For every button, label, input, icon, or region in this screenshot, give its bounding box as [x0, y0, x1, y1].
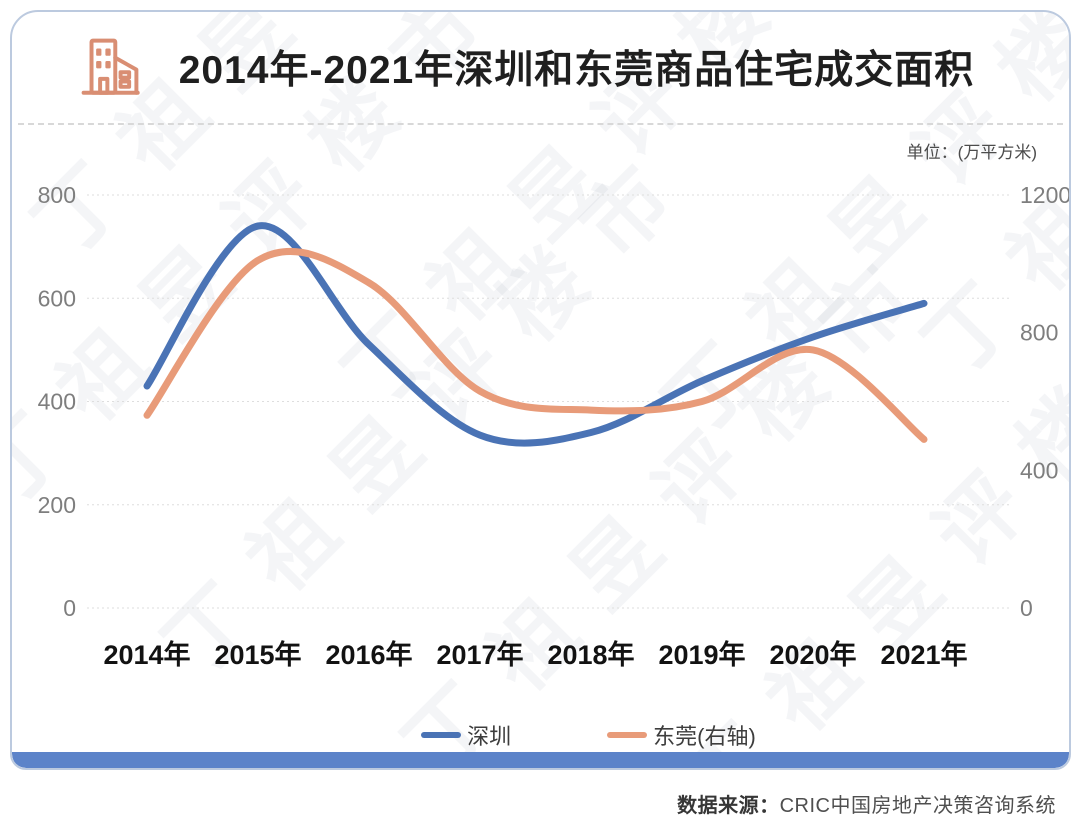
y-axis-left-label: 600	[38, 285, 76, 311]
dongguan-line-swatch	[607, 732, 648, 738]
y-axis-left-label: 200	[38, 492, 76, 518]
legend-item-shenzhen: 深圳	[421, 719, 511, 751]
data-source: 数据来源：CRIC中国房地产决策咨询系统	[677, 789, 1056, 818]
chart-header: 2014年-2021年深圳和东莞商品住宅成交面积	[12, 34, 1069, 100]
y-axis-right-label: 400	[1020, 457, 1058, 483]
y-axis-right-label: 0	[1020, 595, 1033, 621]
legend-item-dongguan: 东莞(右轴)	[607, 719, 756, 751]
page-title: 2014年-2021年深圳和东莞商品住宅成交面积	[144, 39, 1009, 95]
x-axis-label: 2015年	[214, 639, 301, 670]
data-source-value: CRIC中国房地产决策咨询系统	[779, 795, 1056, 817]
x-axis-label: 2016年	[325, 639, 412, 670]
x-axis-label: 2020年	[769, 639, 856, 670]
dashed-divider	[18, 123, 1063, 125]
x-axis-label: 2017年	[436, 639, 523, 670]
unit-label: 单位：(万平方米)	[906, 143, 1037, 162]
chart-legend: 深圳 东莞(右轴)	[60, 719, 1069, 751]
building-icon	[81, 38, 140, 95]
shenzhen-line-swatch	[421, 732, 462, 738]
y-axis-left-label: 0	[63, 595, 76, 621]
data-source-label: 数据来源：	[677, 795, 780, 817]
shenzhen-line	[143, 222, 928, 447]
x-axis-label: 2018年	[547, 639, 634, 670]
chart-card: 丁祖昱评楼市 丁祖昱评楼市 丁祖昱评楼市 丁祖昱评楼市 丁祖昱评楼市 丁祖昱评楼…	[10, 10, 1071, 770]
y-axis-left-label: 800	[38, 182, 76, 208]
y-axis-right-label: 800	[1020, 320, 1058, 346]
title-bold-part: 住宅成交面积	[734, 49, 975, 92]
y-axis-left-label: 400	[38, 389, 76, 415]
dongguan-line	[143, 248, 928, 443]
x-axis-label: 2014年	[103, 639, 190, 670]
line-chart: 800 600 400 200 0 1200 800 400 0 2014年 2015年 2016年 2…	[38, 182, 1071, 670]
x-axis-label: 2021年	[880, 639, 967, 670]
legend-label: 深圳	[467, 724, 512, 749]
y-axis-right-label: 1200	[1020, 182, 1071, 208]
bottom-accent-bar	[12, 752, 1069, 768]
x-axis-label: 2019年	[658, 639, 745, 670]
title-regular-part: 2014年-2021年深圳和东莞商品	[178, 49, 735, 92]
legend-label: 东莞(右轴)	[653, 724, 756, 749]
